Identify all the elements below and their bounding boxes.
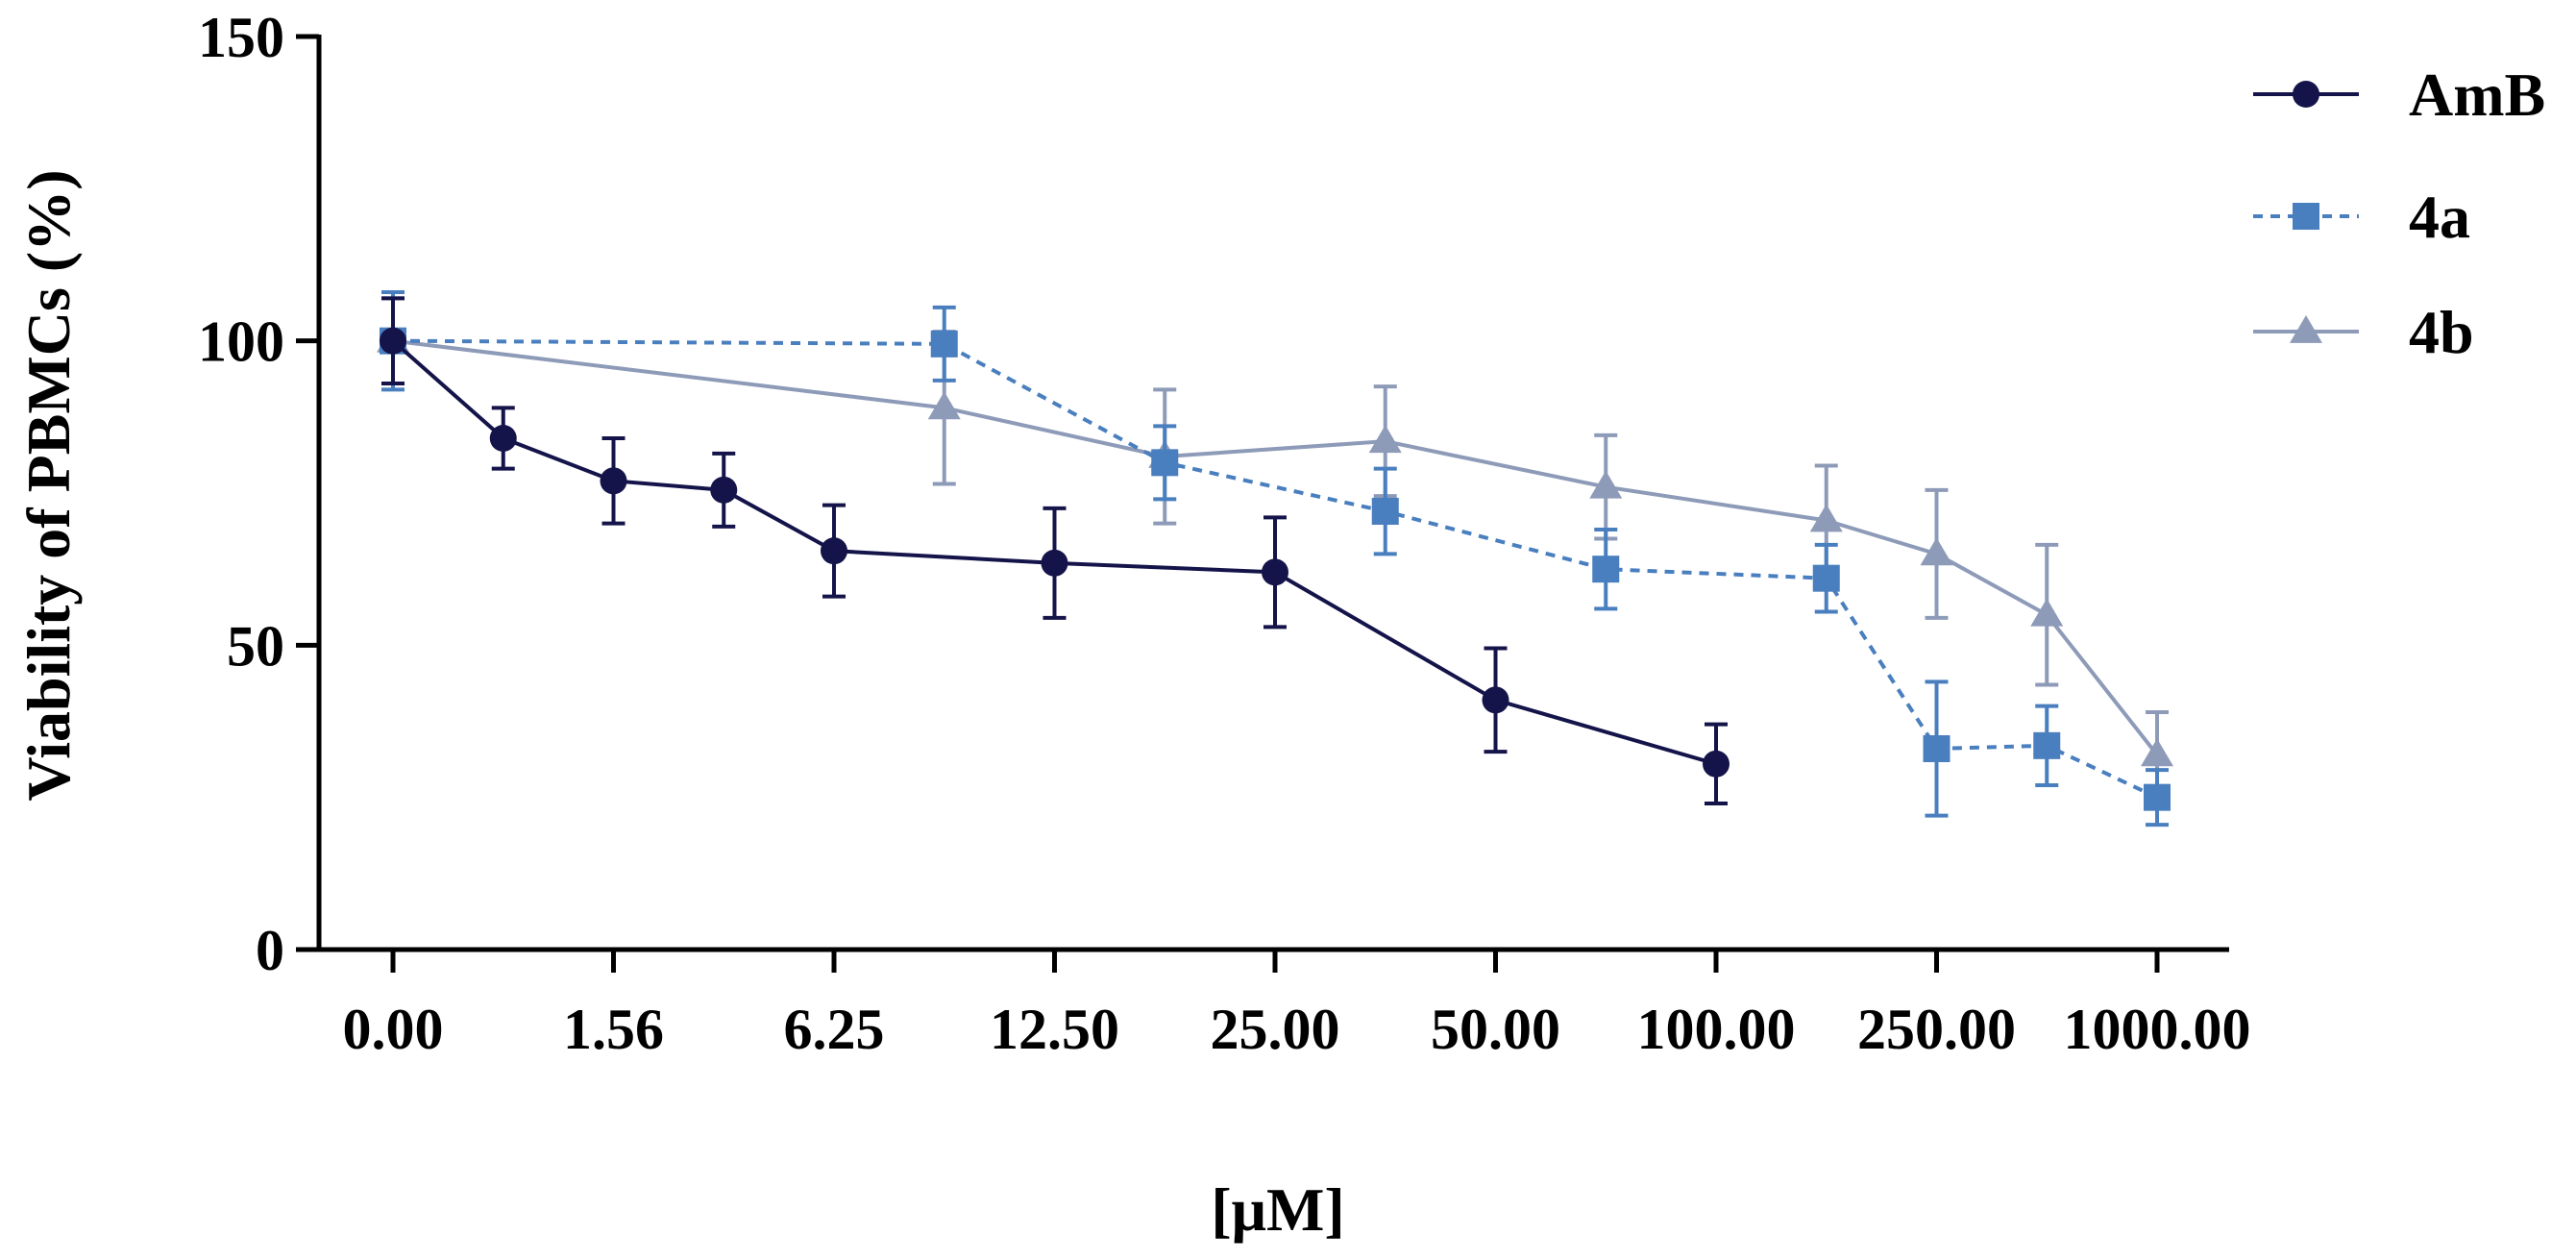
data-point-amb bbox=[710, 476, 738, 504]
x-tick-label: 1.56 bbox=[563, 998, 664, 1061]
legend-label-amb: AmB bbox=[2409, 61, 2545, 129]
x-tick-label: 6.25 bbox=[784, 998, 885, 1061]
y-tick-label: 100 bbox=[198, 310, 284, 374]
series-layer bbox=[377, 290, 2173, 828]
data-point-4b bbox=[1809, 504, 1843, 532]
series-4a bbox=[380, 290, 2171, 828]
y-ticks: 0 50 100 150 bbox=[198, 6, 319, 982]
data-point-4a bbox=[1371, 498, 1399, 525]
axes-group: 0 50 100 150 0.00 1.56 6.25 12.50 25.00 50.00 100… bbox=[198, 6, 2251, 1061]
legend-marker-4a bbox=[2293, 203, 2319, 230]
data-point-4b bbox=[1589, 470, 1623, 499]
x-tick-label: 250.00 bbox=[1857, 998, 2016, 1061]
data-point-amb bbox=[380, 327, 406, 355]
legend-item-4a: 4a bbox=[2253, 183, 2470, 251]
data-point-amb bbox=[489, 425, 517, 452]
series-line-4a bbox=[392, 338, 2158, 800]
x-axis-label: [μM] bbox=[1211, 1175, 1344, 1244]
data-point-amb bbox=[600, 467, 627, 495]
data-point-4a bbox=[930, 330, 958, 358]
x-tick-label: 50.00 bbox=[1431, 998, 1560, 1061]
legend-item-amb: AmB bbox=[2253, 61, 2545, 129]
legend-item-4b: 4b bbox=[2253, 298, 2474, 366]
y-tick-label: 150 bbox=[198, 6, 284, 69]
legend-label-4b: 4b bbox=[2409, 298, 2474, 366]
x-tick-label: 1000.00 bbox=[2064, 998, 2251, 1061]
x-tick-label: 25.00 bbox=[1211, 998, 1340, 1061]
legend-label-4a: 4a bbox=[2409, 183, 2470, 251]
data-point-amb bbox=[1703, 750, 1730, 778]
data-point-amb bbox=[1262, 558, 1288, 586]
data-point-4a bbox=[1812, 564, 1840, 592]
data-point-amb bbox=[1482, 686, 1509, 714]
data-point-4a bbox=[1923, 735, 1950, 762]
data-point-4b bbox=[927, 391, 961, 420]
y-axis-label: Viability of PBMCs (%) bbox=[14, 169, 83, 801]
x-ticks: 0.00 1.56 6.25 12.50 25.00 50.00 100.00 250.00 1… bbox=[343, 950, 2251, 1061]
y-tick-label: 0 bbox=[256, 919, 284, 982]
legend-marker-4b bbox=[2290, 315, 2322, 343]
x-tick-label: 0.00 bbox=[343, 998, 444, 1061]
data-point-4a bbox=[2144, 783, 2171, 811]
x-tick-label: 12.50 bbox=[990, 998, 1119, 1061]
legend: AmB 4a 4b bbox=[2253, 61, 2545, 366]
data-point-4b bbox=[1368, 425, 1402, 454]
data-point-amb bbox=[1041, 549, 1068, 577]
data-point-amb bbox=[821, 537, 847, 565]
data-point-4b bbox=[1920, 537, 1953, 566]
y-tick-label: 50 bbox=[227, 614, 284, 678]
legend-marker-amb bbox=[2293, 81, 2319, 108]
data-point-4a bbox=[2033, 731, 2061, 759]
data-point-4b bbox=[2141, 738, 2173, 767]
data-point-4b bbox=[2030, 598, 2064, 627]
x-tick-label: 100.00 bbox=[1637, 998, 1796, 1061]
data-point-4a bbox=[1151, 449, 1179, 477]
series-amb bbox=[380, 296, 1730, 805]
data-point-4a bbox=[1592, 556, 1620, 583]
series-4b bbox=[377, 296, 2173, 800]
